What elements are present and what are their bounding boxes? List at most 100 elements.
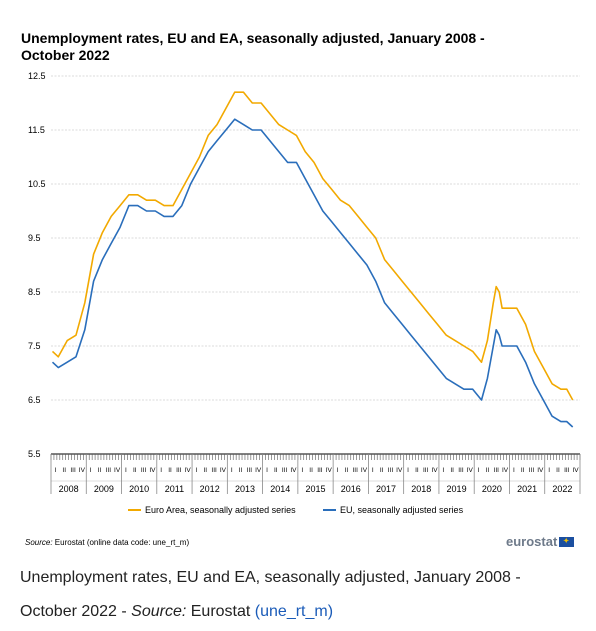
quarter-label-24: I	[266, 467, 268, 474]
eurostat-logo: eurostat	[506, 534, 575, 549]
quarter-label-43: IV	[431, 467, 438, 474]
quarter-label-53: II	[521, 467, 525, 474]
y-tick-label-6: 6.5	[28, 395, 41, 405]
source-note-text: Eurostat (online data code: une_rt_m)	[52, 538, 190, 547]
year-label-2009: 2009	[94, 484, 114, 494]
year-label-2008: 2008	[59, 484, 79, 494]
line-chart: 12.511.510.59.58.57.56.55.5 I II III IV I II I…	[28, 71, 581, 494]
eu-flag-icon	[559, 536, 575, 547]
year-label-2012: 2012	[200, 484, 220, 494]
quarter-label-8: I	[125, 467, 127, 474]
euro-area-legend-swatch	[128, 509, 141, 511]
year-label-2011: 2011	[165, 484, 184, 494]
quarter-label-56: I	[548, 467, 550, 474]
quarter-label-52: I	[513, 467, 515, 474]
quarter-label-4: I	[90, 467, 92, 474]
gridlines	[51, 75, 580, 455]
year-label-2016: 2016	[341, 484, 361, 494]
x-axis: I II III IV I II III IV I II III IV I II III IV I II III IV…	[50, 453, 581, 494]
y-tick-label-7: 5.5	[28, 449, 41, 459]
source-note: Source: Eurostat (online data code: une_…	[25, 538, 189, 547]
quarter-label-5: II	[98, 467, 102, 474]
quarter-label-36: I	[372, 467, 374, 474]
y-tick-label-5: 7.5	[28, 341, 41, 351]
quarter-label-57: II	[556, 467, 560, 474]
legend-item-eu: EU, seasonally adjusted series	[323, 505, 463, 515]
y-tick-label-3: 9.5	[28, 233, 41, 243]
quarter-label-16: I	[196, 467, 198, 474]
quarter-label-1: II	[62, 467, 66, 474]
quarter-label-51: IV	[502, 467, 509, 474]
y-tick-label-4: 8.5	[28, 287, 41, 297]
year-label-2013: 2013	[235, 484, 255, 494]
quarter-label-54: III	[529, 467, 535, 474]
quarter-label-35: IV	[361, 467, 368, 474]
quarter-label-23: IV	[255, 467, 262, 474]
quarter-label-10: III	[141, 467, 147, 474]
quarter-label-32: I	[337, 467, 339, 474]
legend-item-euro-area: Euro Area, seasonally adjusted series	[128, 505, 296, 515]
quarter-label-21: II	[239, 467, 243, 474]
quarter-label-15: IV	[185, 467, 192, 474]
quarter-label-29: II	[309, 467, 313, 474]
caption-source-text: Eurostat	[186, 603, 255, 620]
quarter-label-30: III	[317, 467, 323, 474]
quarter-label-45: II	[450, 467, 454, 474]
quarter-label-46: III	[458, 467, 464, 474]
source-note-label: Source:	[25, 538, 53, 547]
quarter-label-18: III	[211, 467, 217, 474]
quarter-label-26: III	[282, 467, 288, 474]
quarter-label-31: IV	[326, 467, 333, 474]
quarter-label-27: IV	[290, 467, 297, 474]
series-lines	[51, 91, 574, 428]
quarter-label-12: I	[160, 467, 162, 474]
quarter-label-6: III	[106, 467, 112, 474]
y-tick-label-2: 10.5	[28, 179, 46, 189]
quarter-label-48: I	[478, 467, 480, 474]
year-label-2010: 2010	[129, 484, 149, 494]
quarter-label-50: III	[494, 467, 500, 474]
quarter-label-59: IV	[573, 467, 580, 474]
quarter-label-19: IV	[220, 467, 227, 474]
quarter-label-28: I	[301, 467, 303, 474]
quarter-label-0: I	[55, 467, 57, 474]
quarter-label-44: I	[442, 467, 444, 474]
series-line-eu	[51, 118, 574, 428]
quarter-label-22: III	[247, 467, 253, 474]
quarter-label-7: IV	[114, 467, 121, 474]
quarter-label-37: II	[380, 467, 384, 474]
y-axis-tick-labels: 12.5 11.5 10.5 9.5 8.5 7.5 6.5 5.5	[28, 71, 46, 459]
quarter-label-20: I	[231, 467, 233, 474]
quarter-label-3: IV	[79, 467, 86, 474]
year-label-2022: 2022	[552, 484, 572, 494]
quarter-label-11: IV	[149, 467, 156, 474]
eu-legend-swatch	[323, 509, 336, 511]
quarter-label-9: II	[133, 467, 137, 474]
year-label-2021: 2021	[517, 484, 537, 494]
euro-area-legend-label: Euro Area, seasonally adjusted series	[145, 505, 296, 515]
year-label-2019: 2019	[447, 484, 467, 494]
quarter-label-40: I	[407, 467, 409, 474]
caption-source-label: Source:	[131, 603, 187, 620]
year-label-2015: 2015	[305, 484, 325, 494]
quarter-label-13: II	[168, 467, 172, 474]
quarter-label-25: II	[274, 467, 278, 474]
quarter-label-2: III	[70, 467, 76, 474]
caption-text: Unemployment rates, EU and EA, seasonall…	[20, 569, 521, 620]
quarter-label-17: II	[203, 467, 207, 474]
quarter-label-39: IV	[396, 467, 403, 474]
quarter-label-55: IV	[537, 467, 544, 474]
quarter-label-14: III	[176, 467, 182, 474]
y-tick-label-1: 11.5	[28, 125, 45, 135]
quarter-label-38: III	[388, 467, 394, 474]
year-label-2017: 2017	[376, 484, 396, 494]
dataset-code-link[interactable]: (une_rt_m)	[254, 603, 334, 620]
quarter-label-34: III	[352, 467, 358, 474]
year-label-2014: 2014	[270, 484, 290, 494]
quarter-label-58: III	[564, 467, 570, 474]
figure-caption: Unemployment rates, EU and EA, seasonall…	[20, 561, 580, 629]
year-label-2020: 2020	[482, 484, 502, 494]
quarter-label-33: II	[345, 467, 349, 474]
eu-legend-label: EU, seasonally adjusted series	[340, 505, 464, 515]
series-line-euro-area	[51, 91, 574, 401]
